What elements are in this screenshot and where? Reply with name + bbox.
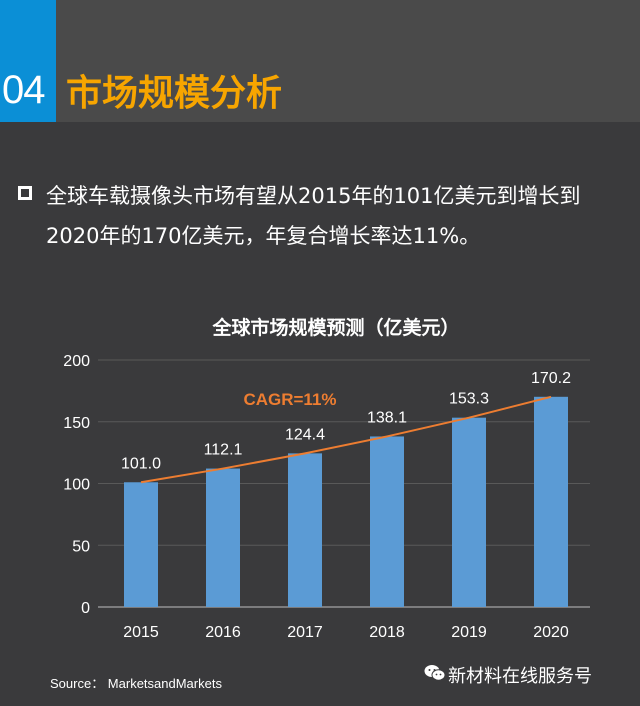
data-label: 138.1 [367, 409, 407, 426]
y-tick-label: 200 [63, 353, 90, 370]
bar [288, 453, 322, 607]
cagr-trend-line [140, 395, 552, 484]
trend-line [140, 395, 552, 484]
y-tick-label: 150 [63, 415, 90, 432]
y-tick-label: 0 [81, 600, 90, 617]
source-note: Source： MarketsandMarkets [50, 676, 222, 691]
data-label: 153.3 [449, 391, 489, 408]
x-axis: 2015 2016 2017 2018 2019 2020 [123, 624, 569, 641]
x-tick-label: 2015 [123, 624, 159, 641]
gridlines [98, 359, 590, 608]
data-label: 124.4 [285, 426, 325, 443]
y-axis: 0 50 100 150 200 [63, 353, 90, 617]
bar [370, 436, 404, 607]
wechat-icon [424, 665, 446, 681]
section-title: 市场规模分析 [66, 73, 283, 114]
bar [124, 482, 158, 607]
chart-title: 全球市场规模预测（亿美元） [211, 316, 459, 339]
x-tick-label: 2017 [287, 624, 323, 641]
bar [206, 468, 240, 607]
x-tick-label: 2019 [451, 624, 487, 641]
section-number-box: 04 [0, 0, 56, 122]
data-label: 101.0 [121, 455, 161, 472]
brand-name: 新材料在线服务号 [448, 666, 592, 687]
x-tick-label: 2018 [369, 624, 405, 641]
bars [124, 396, 568, 607]
data-label: 170.2 [531, 370, 571, 387]
data-label: 112.1 [204, 442, 243, 459]
cagr-annotation: CAGR=11% [243, 390, 336, 409]
y-tick-label: 100 [63, 477, 90, 494]
bar [452, 417, 486, 607]
section-number: 04 [2, 68, 45, 112]
header-bar [0, 0, 640, 122]
y-tick-label: 50 [72, 538, 90, 555]
x-tick-label: 2020 [533, 624, 569, 641]
bar [534, 396, 568, 607]
data-labels: 101.0 112.1 124.4 138.1 153.3 170.2 [121, 370, 571, 472]
bullet-text: 全球车载摄像头市场有望从2015年的101亿美元到增长到2020年的170亿美元… [46, 184, 581, 248]
x-tick-label: 2016 [205, 624, 241, 641]
bullet-square-icon [18, 186, 32, 200]
